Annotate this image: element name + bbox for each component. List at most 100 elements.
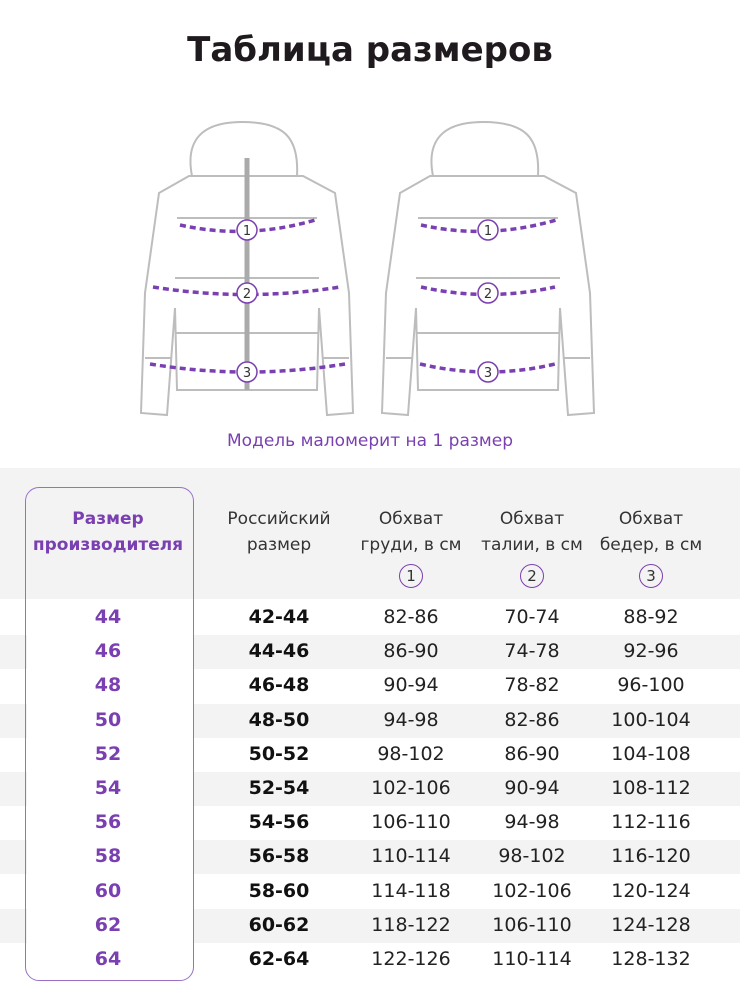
table-cell: 102-106 xyxy=(371,777,451,799)
table-cell: 124-128 xyxy=(611,913,691,936)
header-marker: 3 xyxy=(639,564,663,588)
table-cell: 74-78 xyxy=(504,640,560,663)
front-jacket xyxy=(140,121,354,416)
row-size-bg xyxy=(27,669,193,704)
table-cell: 62-64 xyxy=(248,948,310,970)
table-cell: 122-126 xyxy=(371,948,451,970)
table-cell: 100-104 xyxy=(611,708,691,731)
table-row: 58 56-58 110-114 98-102 116-120 xyxy=(0,840,740,875)
table-cell: 90-94 xyxy=(383,674,439,697)
row-size-bg xyxy=(27,806,193,841)
table-cell: 48-50 xyxy=(248,708,310,731)
table-cell: 42-44 xyxy=(248,606,310,628)
table-cell: 118-122 xyxy=(371,913,451,936)
table-cell: 108-112 xyxy=(611,777,691,799)
table-row: 64 62-64 122-126 110-114 128-132 xyxy=(0,943,740,977)
marker-label: 1 xyxy=(484,224,492,239)
row-size-bg xyxy=(27,601,193,635)
marker-circle xyxy=(236,219,258,241)
table-cell: 106-110 xyxy=(492,913,572,936)
column-header: Обхват талии, в см 2 xyxy=(472,506,592,589)
table-header-bg xyxy=(0,468,740,599)
header-label: Обхват талии, в см xyxy=(481,509,583,555)
table-cell: 70-74 xyxy=(504,606,560,628)
table-cell: 60 xyxy=(94,879,122,902)
table-cell: 106-110 xyxy=(371,811,451,834)
table-cell: 58 xyxy=(94,845,122,868)
table-cell: 98-102 xyxy=(377,742,445,765)
row-size-bg xyxy=(27,635,193,670)
table-cell: 58-60 xyxy=(248,879,310,902)
table-cell: 46 xyxy=(94,640,122,663)
table-cell: 110-114 xyxy=(492,948,572,970)
table-cell: 52 xyxy=(94,742,122,765)
header-label: Обхват груди, в см xyxy=(360,509,462,555)
table-row: 46 44-46 86-90 74-78 92-96 xyxy=(0,635,740,670)
row-size-bg xyxy=(27,874,193,909)
table-cell: 114-118 xyxy=(371,879,451,902)
header-label: Обхват бедер, в см xyxy=(599,509,703,555)
marker-circle xyxy=(477,219,499,241)
table-cell: 120-124 xyxy=(611,879,691,902)
table-cell: 92-96 xyxy=(623,640,679,663)
marker-circle xyxy=(477,282,499,304)
table-cell: 102-106 xyxy=(492,879,572,902)
table-row: 62 60-62 118-122 106-110 124-128 xyxy=(0,908,740,943)
marker-circle xyxy=(236,361,258,383)
table-cell: 110-114 xyxy=(371,845,451,868)
table-cell: 62 xyxy=(94,913,122,936)
marker-label: 3 xyxy=(243,366,251,381)
table-cell: 44 xyxy=(94,606,122,628)
row-size-bg xyxy=(27,772,193,806)
table-cell: 60-62 xyxy=(248,913,310,936)
table-cell: 96-100 xyxy=(617,674,685,697)
marker-label: 2 xyxy=(484,287,492,302)
table-cell: 94-98 xyxy=(504,811,560,834)
table-cell: 90-94 xyxy=(504,777,560,799)
column-header: Обхват бедер, в см 3 xyxy=(591,506,711,589)
column-header: Обхват груди, в см 1 xyxy=(351,506,471,589)
column-header: Российский размер xyxy=(214,506,344,558)
table-cell: 56 xyxy=(94,811,122,834)
table-row: 52 50-52 98-102 86-90 104-108 xyxy=(0,737,740,772)
table-cell: 82-86 xyxy=(383,606,439,628)
table-cell: 98-102 xyxy=(498,845,566,868)
table-cell: 48 xyxy=(94,674,122,697)
table-cell: 86-90 xyxy=(383,640,439,663)
table-cell: 50-52 xyxy=(248,742,310,765)
table-cell: 112-116 xyxy=(611,811,691,834)
table-cell: 54 xyxy=(94,777,122,799)
marker-label: 3 xyxy=(484,366,492,381)
row-size-bg xyxy=(27,943,193,977)
table-cell: 54-56 xyxy=(248,811,310,834)
marker-circle xyxy=(477,361,499,383)
row-size-bg xyxy=(27,840,193,875)
table-cell: 86-90 xyxy=(504,742,560,765)
table-cell: 56-58 xyxy=(248,845,310,868)
table-row: 56 54-56 106-110 94-98 112-116 xyxy=(0,806,740,841)
table-cell: 94-98 xyxy=(383,708,439,731)
jacket-illustrations: 1 2 3 1 2 3 xyxy=(140,121,595,416)
table-row: 48 46-48 90-94 78-82 96-100 xyxy=(0,669,740,704)
table-cell: 116-120 xyxy=(611,845,691,868)
table-cell: 88-92 xyxy=(623,606,679,628)
column-header: Размер производителя xyxy=(28,506,188,558)
row-size-bg xyxy=(27,703,193,738)
table-row: 44 42-44 82-86 70-74 88-92 xyxy=(0,601,740,635)
header-label: Российский размер xyxy=(227,509,331,555)
header-label: Размер производителя xyxy=(32,509,184,555)
table-cell: 52-54 xyxy=(248,777,310,799)
table-cell: 44-46 xyxy=(248,640,310,663)
table-row: 60 58-60 114-118 102-106 120-124 xyxy=(0,874,740,909)
table-cell: 128-132 xyxy=(611,948,691,970)
table-cell: 78-82 xyxy=(504,674,560,697)
table-row: 54 52-54 102-106 90-94 108-112 xyxy=(0,772,740,806)
table-cell: 82-86 xyxy=(504,708,560,731)
table-cell: 46-48 xyxy=(248,674,310,697)
header-marker: 2 xyxy=(520,564,544,588)
table-row: 50 48-50 94-98 82-86 100-104 xyxy=(0,703,740,738)
title: Таблица размеров xyxy=(187,30,553,70)
table-cell: 64 xyxy=(94,948,122,970)
note: Модель маломерит на 1 размер xyxy=(227,431,513,451)
